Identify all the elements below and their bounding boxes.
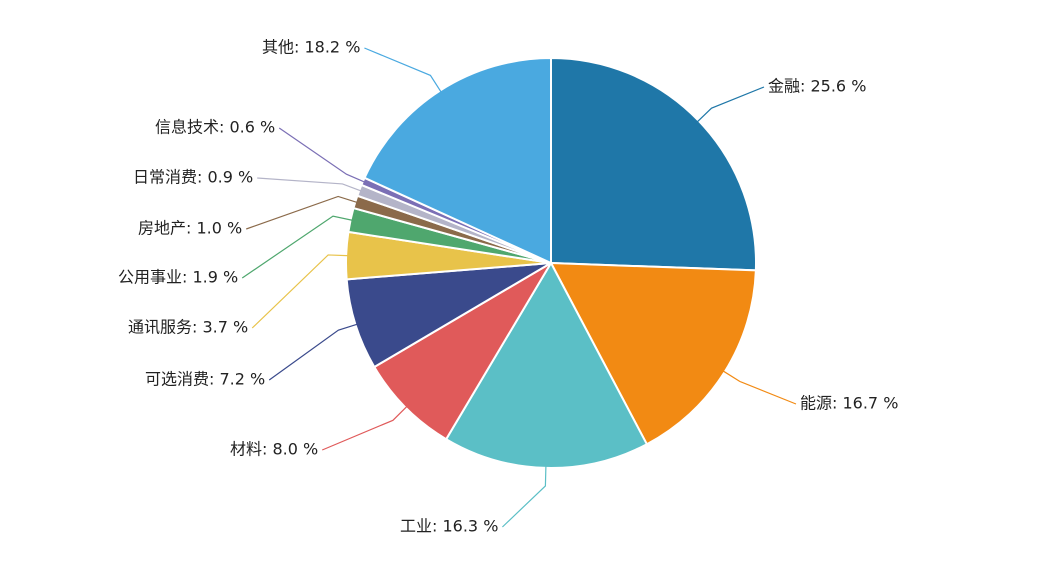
data-label: 金融: 25.6 % <box>768 77 866 96</box>
leader-line <box>501 463 547 528</box>
data-label: 其他: 18.2 % <box>262 38 360 57</box>
data-label: 日常消费: 0.9 % <box>133 168 253 187</box>
leader-line <box>251 254 351 329</box>
data-label: 公用事业: 1.9 % <box>118 268 238 287</box>
leader-line <box>246 195 360 230</box>
leader-line <box>268 322 360 381</box>
leader-line <box>241 215 355 279</box>
leader-line <box>321 404 409 451</box>
data-label: 能源: 16.7 % <box>800 394 898 413</box>
leader-line <box>257 177 364 193</box>
data-label: 信息技术: 0.6 % <box>155 118 275 137</box>
leader-line <box>364 47 443 95</box>
leader-line <box>720 369 797 405</box>
data-label: 通讯服务: 3.7 % <box>128 318 248 337</box>
leader-line <box>278 127 367 184</box>
data-label: 材料: 8.0 % <box>230 440 318 459</box>
data-label: 可选消费: 7.2 % <box>145 370 265 389</box>
pie-slice <box>550 56 757 272</box>
leader-line <box>695 86 765 124</box>
data-label: 房地产: 1.0 % <box>138 219 242 238</box>
data-label: 工业: 16.3 % <box>400 517 498 536</box>
